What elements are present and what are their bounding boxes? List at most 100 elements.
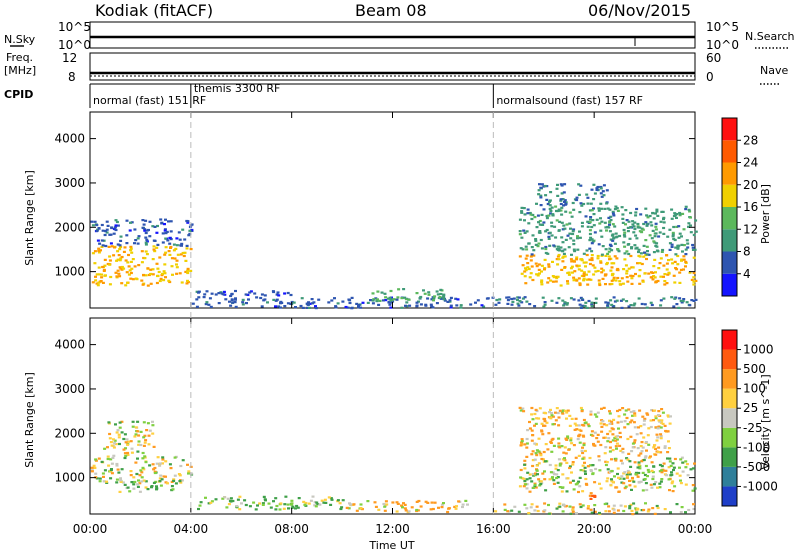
power-cell: [673, 297, 677, 300]
velocity-cell: [643, 473, 647, 477]
power-cell: [369, 299, 372, 302]
velocity-cell: [628, 421, 632, 424]
velocity-cell: [151, 463, 155, 466]
velocity-cell: [608, 450, 612, 453]
velocity-cell: [446, 510, 450, 514]
velocity-cell: [349, 503, 353, 506]
power-cell: [149, 268, 153, 271]
power-cell: [395, 298, 399, 301]
velocity-cell: [613, 436, 617, 440]
power-cell: [655, 249, 659, 252]
power-cell: [649, 276, 653, 279]
velocity-cell: [619, 504, 623, 507]
velocity-cell: [290, 499, 294, 502]
power-cell: [535, 265, 539, 268]
power-cell: [539, 196, 543, 199]
velocity-cell: [550, 412, 554, 415]
power-cell: [112, 232, 116, 235]
colorbar-swatch: [722, 330, 737, 350]
power-cell: [686, 242, 690, 245]
power-cell: [560, 192, 564, 195]
power-cell: [562, 204, 566, 207]
power-cell: [561, 299, 565, 302]
power-cell: [308, 302, 312, 305]
velocity-cell: [345, 506, 349, 509]
power-cell: [682, 298, 686, 301]
velocity-cell: [575, 428, 579, 431]
power-cell: [632, 225, 636, 228]
velocity-cell: [94, 458, 98, 461]
velocity-cell: [455, 505, 458, 508]
velocity-cell: [612, 508, 616, 511]
power-cell: [555, 301, 559, 304]
velocity-cell: [544, 443, 548, 446]
velocity-cell: [672, 466, 676, 469]
power-cell: [545, 214, 549, 218]
power-cell: [593, 231, 597, 234]
velocity-cell: [139, 443, 143, 447]
power-cell: [601, 245, 605, 248]
velocity-cell: [610, 427, 614, 430]
power-cell: [611, 233, 615, 236]
power-cell: [655, 208, 659, 211]
power-cell: [397, 288, 401, 291]
velocity-cell: [582, 469, 585, 472]
colorbar-tick-label: 12: [743, 222, 758, 236]
power-cell: [286, 302, 290, 305]
velocity-cell: [634, 473, 638, 476]
velocity-cell: [659, 435, 663, 438]
velocity-cell: [129, 474, 133, 477]
power-cell: [497, 301, 501, 304]
power-cell: [94, 279, 98, 282]
velocity-cell: [120, 468, 124, 471]
power-cell: [426, 297, 430, 300]
power-cell: [629, 211, 633, 215]
power-cell: [678, 271, 682, 274]
velocity-cell: [624, 409, 628, 412]
velocity-cell: [243, 499, 247, 502]
power-cell: [156, 243, 160, 246]
power-cell: [615, 299, 619, 302]
velocity-cell: [315, 501, 319, 504]
velocity-cell: [564, 437, 568, 440]
power-cell: [381, 299, 385, 302]
power-cell: [98, 273, 102, 276]
power-cell: [584, 301, 588, 304]
velocity-cell: [153, 466, 157, 470]
power-cell: [376, 298, 379, 301]
power-cell: [164, 251, 168, 254]
power-cell: [573, 260, 576, 263]
velocity-cell: [606, 432, 610, 436]
power-cell: [560, 236, 564, 239]
velocity-cell: [123, 433, 127, 436]
power-cell: [530, 265, 534, 268]
velocity-cell: [588, 464, 592, 467]
velocity-cell: [628, 460, 632, 463]
power-cell: [604, 301, 608, 304]
velocity-cell: [136, 457, 139, 460]
power-cell: [624, 209, 628, 212]
velocity-cell: [608, 419, 611, 422]
velocity-cell: [151, 424, 155, 427]
power-cell: [549, 209, 553, 212]
power-cell: [179, 244, 183, 247]
power-cell: [229, 304, 233, 307]
power-cell: [609, 218, 613, 222]
power-cell: [567, 273, 571, 276]
velocity-cell: [639, 432, 643, 435]
power-cell: [523, 296, 527, 299]
velocity-cell: [274, 497, 278, 500]
velocity-cell: [581, 451, 585, 455]
power-cell: [442, 296, 445, 299]
power-cell: [114, 219, 118, 222]
velocity-cell: [663, 424, 667, 427]
power-cell: [554, 275, 558, 278]
power-cell: [532, 254, 536, 257]
velocity-cell: [595, 437, 599, 440]
power-cell: [176, 253, 180, 256]
power-cell: [665, 268, 669, 271]
power-cell: [580, 204, 584, 207]
velocity-cell: [542, 450, 546, 454]
velocity-cell: [537, 417, 541, 420]
power-cell: [91, 224, 95, 227]
